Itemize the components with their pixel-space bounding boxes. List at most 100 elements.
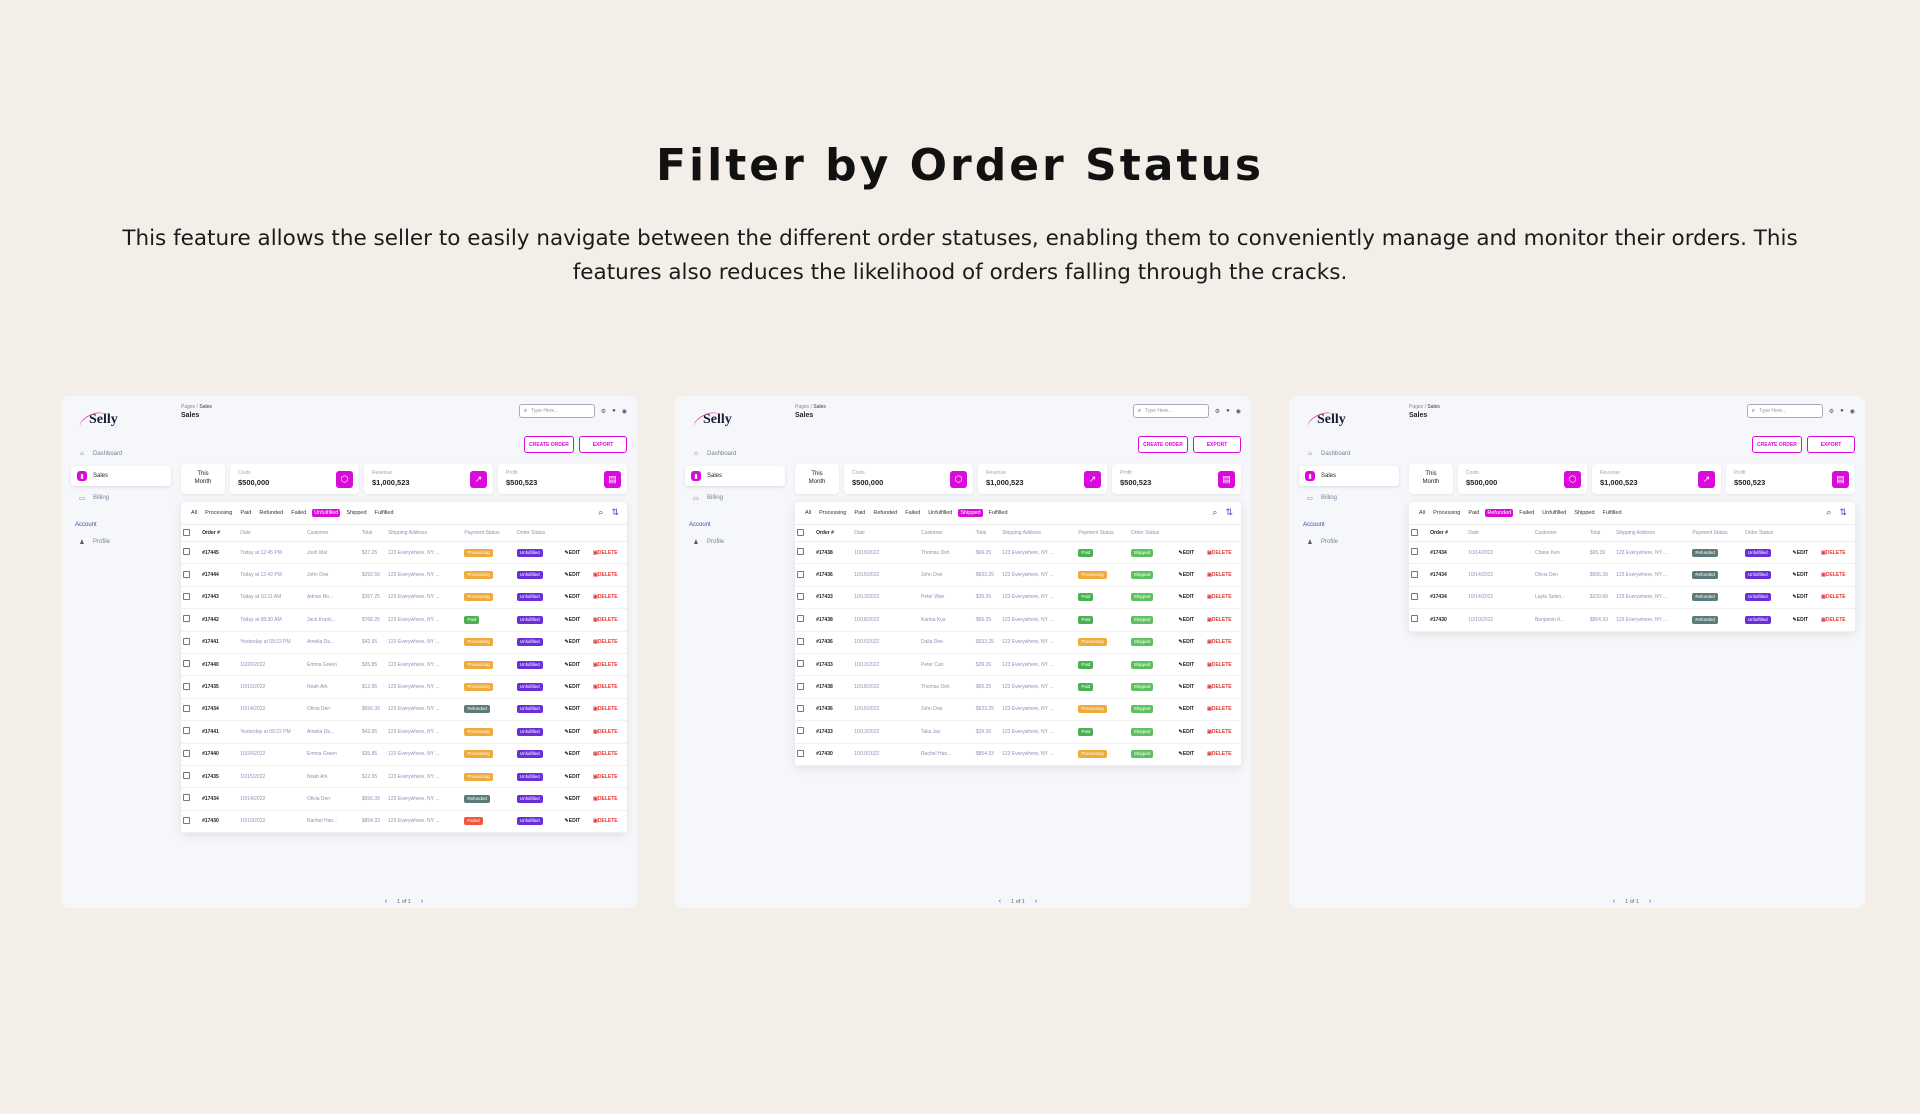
- order-status-badge[interactable]: Shipped: [1130, 548, 1154, 557]
- search-input[interactable]: ⌕ Type Here...: [1132, 404, 1209, 418]
- filter-tab-failed[interactable]: Failed: [291, 510, 307, 516]
- row-checkbox[interactable]: [797, 682, 804, 690]
- order-id[interactable]: #17436: [814, 563, 853, 587]
- order-status-badge[interactable]: Unfulfilled: [516, 638, 543, 647]
- table-row[interactable]: #17438 10/18/2022 Thomas Doh $66.25 123 Ever…: [795, 675, 1241, 699]
- order-id[interactable]: #17445: [200, 541, 239, 565]
- column-header[interactable]: Total: [359, 524, 387, 542]
- order-status-badge[interactable]: Unfulfilled: [516, 615, 543, 624]
- row-checkbox[interactable]: [797, 615, 804, 623]
- edit-button[interactable]: ✎EDIT: [565, 639, 581, 645]
- select-all-checkbox[interactable]: [1411, 528, 1418, 536]
- edit-button[interactable]: ✎EDIT: [565, 729, 581, 735]
- chevron-right-icon[interactable]: ›: [420, 898, 424, 905]
- column-header[interactable]: Shipping Address: [386, 524, 463, 542]
- row-checkbox[interactable]: [1411, 615, 1418, 623]
- chevron-right-icon[interactable]: ›: [1034, 898, 1038, 905]
- edit-button[interactable]: ✎EDIT: [565, 550, 581, 556]
- gear-icon[interactable]: ⚙: [1828, 408, 1835, 415]
- sort-icon[interactable]: ⇅: [611, 507, 619, 517]
- delete-button[interactable]: ▣DELETE: [1207, 572, 1231, 578]
- delete-button[interactable]: ▣DELETE: [593, 774, 617, 780]
- delete-button[interactable]: ▣DELETE: [1207, 751, 1231, 757]
- logo[interactable]: Selly: [691, 406, 785, 442]
- delete-button[interactable]: ▣DELETE: [1207, 684, 1231, 690]
- filter-tab-shipped[interactable]: Shipped: [346, 510, 367, 516]
- order-id[interactable]: #17440: [200, 653, 239, 677]
- order-status-badge[interactable]: Shipped: [1130, 638, 1154, 647]
- column-header[interactable]: Payment Status: [462, 524, 515, 542]
- filter-tab-refunded[interactable]: Refunded: [259, 510, 284, 516]
- row-checkbox[interactable]: [183, 704, 190, 712]
- column-header[interactable]: Order Status: [1128, 524, 1177, 542]
- order-id[interactable]: #17434: [1428, 541, 1467, 565]
- row-checkbox[interactable]: [797, 704, 804, 712]
- row-checkbox[interactable]: [183, 637, 190, 645]
- column-header[interactable]: Total: [1587, 524, 1615, 542]
- sort-icon[interactable]: ⇅: [1839, 507, 1847, 517]
- edit-button[interactable]: ✎EDIT: [1179, 751, 1195, 757]
- breadcrumb-root[interactable]: Pages: [181, 404, 196, 410]
- order-status-badge[interactable]: Shipped: [1130, 727, 1154, 736]
- order-status-badge[interactable]: Shipped: [1130, 660, 1154, 669]
- order-id[interactable]: #17441: [200, 720, 239, 744]
- filter-tab-paid[interactable]: Paid: [854, 510, 866, 516]
- table-row[interactable]: #17443 Today at 10:11 AM Adrian Bo... $357.…: [181, 586, 627, 610]
- table-row[interactable]: #17435 10/15/2022 Noah Ark $12.95 123 Everyw…: [181, 675, 627, 699]
- delete-button[interactable]: ▣DELETE: [1207, 617, 1231, 623]
- edit-button[interactable]: ✎EDIT: [565, 706, 581, 712]
- filter-tab-failed[interactable]: Failed: [905, 510, 921, 516]
- order-id[interactable]: #17436: [814, 698, 853, 722]
- select-all-checkbox[interactable]: [797, 528, 804, 536]
- sidebar-item-sales[interactable]: ▮ Sales: [1299, 466, 1399, 486]
- order-status-badge[interactable]: Unfulfilled: [1744, 615, 1771, 624]
- order-id[interactable]: #17440: [200, 743, 239, 766]
- filter-tab-unfulfilled[interactable]: Unfulfilled: [928, 510, 953, 516]
- order-status-badge[interactable]: Unfulfilled: [1744, 593, 1771, 602]
- delete-button[interactable]: ▣DELETE: [1207, 550, 1231, 556]
- delete-button[interactable]: ▣DELETE: [593, 550, 617, 556]
- order-status-badge[interactable]: Shipped: [1130, 615, 1154, 624]
- row-checkbox[interactable]: [797, 548, 804, 556]
- filter-tab-paid[interactable]: Paid: [240, 510, 252, 516]
- export-button[interactable]: EXPORT: [1807, 436, 1855, 453]
- order-status-badge[interactable]: Unfulfilled: [516, 794, 543, 803]
- order-status-badge[interactable]: Unfulfilled: [516, 772, 543, 781]
- row-checkbox[interactable]: [1411, 592, 1418, 600]
- bell-icon[interactable]: ●: [1840, 408, 1844, 414]
- edit-button[interactable]: ✎EDIT: [1793, 617, 1809, 623]
- search-input[interactable]: ⌕ Type Here...: [518, 404, 595, 418]
- edit-button[interactable]: ✎EDIT: [1793, 572, 1809, 578]
- edit-button[interactable]: ✎EDIT: [565, 684, 581, 690]
- row-checkbox[interactable]: [797, 660, 804, 668]
- filter-tab-processing[interactable]: Processing: [819, 510, 847, 516]
- user-circle-icon[interactable]: ◉: [621, 408, 627, 415]
- delete-button[interactable]: ▣DELETE: [1207, 594, 1231, 600]
- edit-button[interactable]: ✎EDIT: [1793, 594, 1809, 600]
- period-selector[interactable]: This Month: [1409, 464, 1453, 494]
- row-checkbox[interactable]: [183, 727, 190, 735]
- order-id[interactable]: #17434: [200, 787, 239, 811]
- column-header[interactable]: Customer: [305, 524, 360, 542]
- edit-button[interactable]: ✎EDIT: [1179, 594, 1195, 600]
- filter-tab-all[interactable]: All: [805, 510, 812, 516]
- edit-button[interactable]: ✎EDIT: [1179, 729, 1195, 735]
- filter-tab-processing[interactable]: Processing: [1433, 510, 1461, 516]
- delete-button[interactable]: ▣DELETE: [1821, 617, 1845, 623]
- row-checkbox[interactable]: [183, 749, 190, 757]
- order-status-badge[interactable]: Unfulfilled: [1744, 548, 1771, 557]
- column-header[interactable]: Order #: [814, 524, 853, 542]
- order-status-badge[interactable]: Unfulfilled: [516, 727, 543, 736]
- delete-button[interactable]: ▣DELETE: [593, 796, 617, 802]
- row-checkbox[interactable]: [183, 570, 190, 578]
- bell-icon[interactable]: ●: [1226, 408, 1230, 414]
- sidebar-item-dashboard[interactable]: ⌂ Dashboard: [685, 444, 785, 464]
- filter-tab-unfulfilled[interactable]: Unfulfilled: [312, 509, 341, 517]
- order-id[interactable]: #17430: [200, 810, 239, 834]
- row-checkbox[interactable]: [183, 548, 190, 556]
- column-header[interactable]: Shipping Address: [1614, 524, 1691, 542]
- edit-button[interactable]: ✎EDIT: [1179, 617, 1195, 623]
- order-status-badge[interactable]: Shipped: [1130, 593, 1154, 602]
- delete-button[interactable]: ▣DELETE: [593, 617, 617, 623]
- filter-tab-all[interactable]: All: [191, 510, 198, 516]
